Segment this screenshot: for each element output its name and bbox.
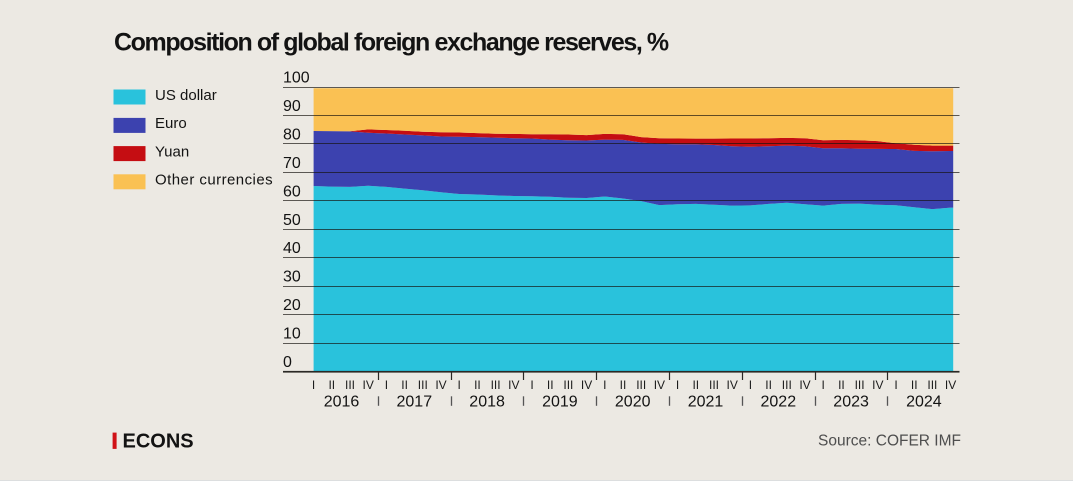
svg-text:Source: COFER IMF: Source: COFER IMF [818,432,961,449]
svg-text:I: I [676,378,679,392]
svg-text:Composition of global foreign: Composition of global foreign exchange r… [114,29,669,57]
svg-text:III: III [636,378,646,392]
svg-text:50: 50 [283,212,301,229]
svg-text:IV: IV [799,378,810,392]
svg-text:III: III [855,378,865,392]
svg-text:I: I [822,378,825,392]
svg-text:100: 100 [283,70,310,87]
svg-text:2016: 2016 [324,393,360,410]
svg-text:IV: IV [945,378,956,392]
svg-text:2020: 2020 [615,393,651,410]
svg-text:2021: 2021 [688,393,724,410]
svg-text:II: II [474,378,481,392]
svg-text:IV: IV [508,378,519,392]
svg-text:ECONS: ECONS [123,431,194,453]
svg-text:10: 10 [283,326,301,343]
svg-text:2024: 2024 [906,393,942,410]
svg-text:III: III [782,378,792,392]
svg-text:80: 80 [283,126,301,143]
svg-text:II: II [401,378,408,392]
svg-text:Other currencies: Other currencies [155,172,273,189]
svg-text:II: II [692,378,699,392]
svg-text:90: 90 [283,98,301,115]
svg-text:I: I [749,378,752,392]
svg-text:70: 70 [283,155,301,172]
svg-text:IV: IV [872,378,883,392]
svg-text:II: II [547,378,554,392]
svg-text:IV: IV [363,378,374,392]
svg-text:I: I [894,378,897,392]
svg-text:II: II [328,378,335,392]
svg-text:40: 40 [283,240,301,257]
svg-text:III: III [927,378,937,392]
svg-text:IV: IV [654,378,665,392]
svg-text:III: III [418,378,428,392]
svg-text:III: III [345,378,355,392]
svg-text:III: III [491,378,501,392]
svg-text:I: I [312,378,315,392]
svg-text:2019: 2019 [542,393,578,410]
svg-text:0: 0 [283,354,292,371]
svg-text:I: I [530,378,533,392]
svg-text:2023: 2023 [833,393,869,410]
svg-text:2018: 2018 [469,393,505,410]
svg-text:2022: 2022 [761,393,797,410]
svg-text:US dollar: US dollar [155,87,217,104]
svg-text:I: I [603,378,606,392]
svg-text:Yuan: Yuan [155,143,189,160]
svg-text:Euro: Euro [155,115,187,132]
svg-text:II: II [838,378,845,392]
svg-text:2017: 2017 [397,393,433,410]
svg-text:20: 20 [283,297,301,314]
svg-text:IV: IV [435,378,446,392]
svg-text:IV: IV [581,378,592,392]
svg-text:IV: IV [727,378,738,392]
svg-text:I: I [458,378,461,392]
svg-text:III: III [563,378,573,392]
svg-text:III: III [709,378,719,392]
svg-text:II: II [765,378,772,392]
svg-text:30: 30 [283,269,301,286]
svg-text:I: I [385,378,388,392]
svg-text:II: II [911,378,918,392]
svg-text:60: 60 [283,183,301,200]
svg-text:II: II [620,378,627,392]
